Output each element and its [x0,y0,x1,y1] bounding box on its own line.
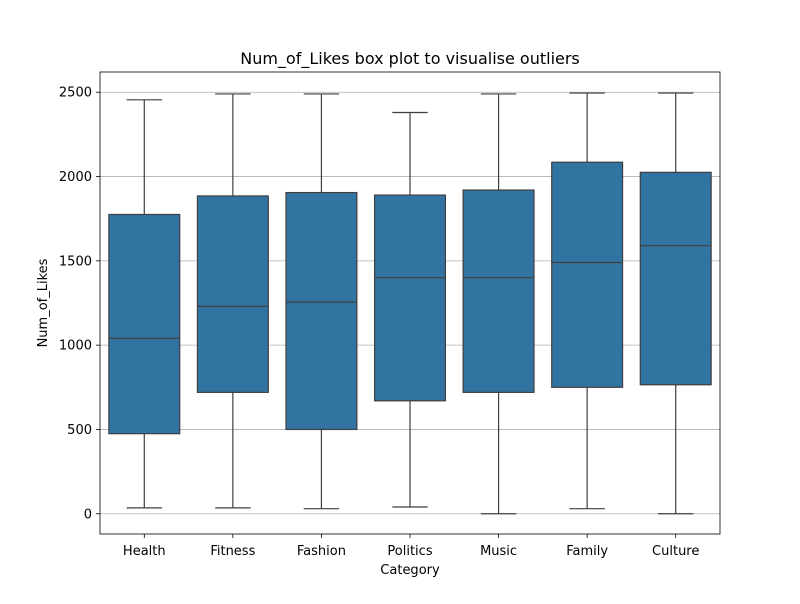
iqr-box [285,191,358,431]
plot-frame [99,71,721,535]
box-fitness [196,93,269,509]
iqr-box [108,213,181,435]
y-tick-label: 500 [67,423,92,438]
box-culture [639,92,712,515]
x-tick-label: Politics [387,544,432,559]
x-tick-label: Fashion [297,544,346,559]
box-health [108,99,181,509]
x-tick-label: Culture [652,544,699,559]
box-family [551,92,624,510]
x-tick-label: Health [123,544,166,559]
x-tick-label: Fitness [210,544,255,559]
axes-layer: 0 500 1000 1500 2000 2500 Health Fitness Fashion… [59,71,721,559]
iqr-box [462,189,535,393]
y-axis-label: Num_of_Likes [36,258,51,347]
y-tick-label: 2000 [59,170,92,185]
y-tick-label: 2500 [59,86,92,101]
x-axis-label: Category [380,563,440,578]
box-music [462,93,535,515]
box-politics [373,111,447,508]
chart-title: Num_of_Likes box plot to visualise outli… [240,49,580,69]
iqr-box [639,171,712,386]
iqr-box [551,161,624,388]
iqr-box [196,195,269,393]
y-tick-label: 1500 [59,254,92,269]
box-fashion [285,93,358,510]
y-tick-label: 1000 [59,339,92,354]
x-tick-label: Family [566,544,608,559]
x-tick-label: Music [480,544,517,559]
box-layer [108,92,712,515]
y-tick-label: 0 [84,507,92,522]
iqr-box [373,194,447,402]
